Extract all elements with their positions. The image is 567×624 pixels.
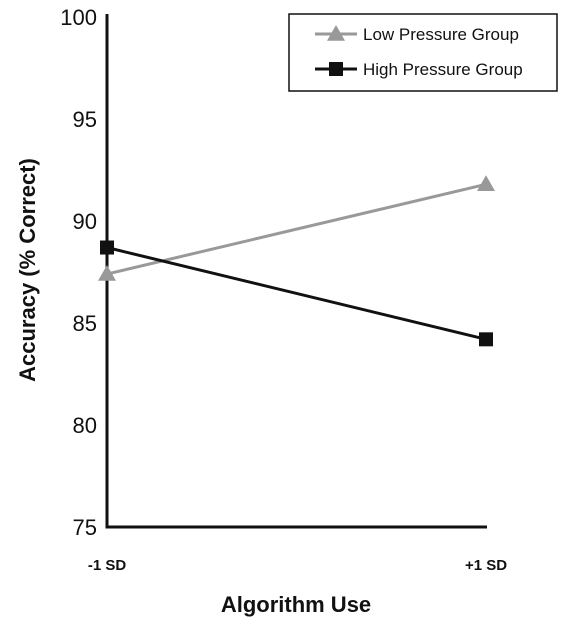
data-point-high-pressure xyxy=(479,332,493,347)
y-tick-label: 95 xyxy=(73,107,97,132)
series-high-pressure xyxy=(100,240,493,347)
series-low-pressure xyxy=(98,175,495,281)
legend: Low Pressure Group High Pressure Group xyxy=(288,13,558,92)
legend-label-low-pressure: Low Pressure Group xyxy=(363,25,519,44)
legend-marker-low-pressure xyxy=(327,25,345,41)
legend-item-low-pressure: Low Pressure Group xyxy=(315,25,519,44)
x-tick-label: -1 SD xyxy=(88,557,127,574)
legend-item-high-pressure: High Pressure Group xyxy=(315,60,523,79)
legend-marker-high-pressure xyxy=(329,62,343,76)
y-tick-label: 80 xyxy=(73,413,97,438)
x-tick-label: +1 SD xyxy=(465,557,507,574)
y-tick-label: 85 xyxy=(73,311,97,336)
x-tick-labels: -1 SD +1 SD xyxy=(88,557,507,574)
y-tick-label: 90 xyxy=(73,209,97,234)
legend-items: Low Pressure Group High Pressure Group xyxy=(315,25,523,79)
legend-box xyxy=(288,13,558,92)
y-tick-labels: 75 80 85 90 95 100 xyxy=(60,5,97,540)
series-line-low-pressure xyxy=(106,182,487,276)
y-tick-label: 75 xyxy=(73,515,97,540)
data-point-low-pressure xyxy=(477,175,495,192)
data-series xyxy=(98,175,495,347)
y-axis-title: Accuracy (% Correct) xyxy=(15,158,40,382)
data-point-low-pressure xyxy=(98,265,116,281)
data-point-high-pressure xyxy=(100,240,114,255)
legend-label-high-pressure: High Pressure Group xyxy=(363,60,523,79)
x-axis-title: Algorithm Use xyxy=(221,592,371,617)
series-line-high-pressure xyxy=(106,246,487,341)
y-tick-label: 100 xyxy=(60,5,97,30)
